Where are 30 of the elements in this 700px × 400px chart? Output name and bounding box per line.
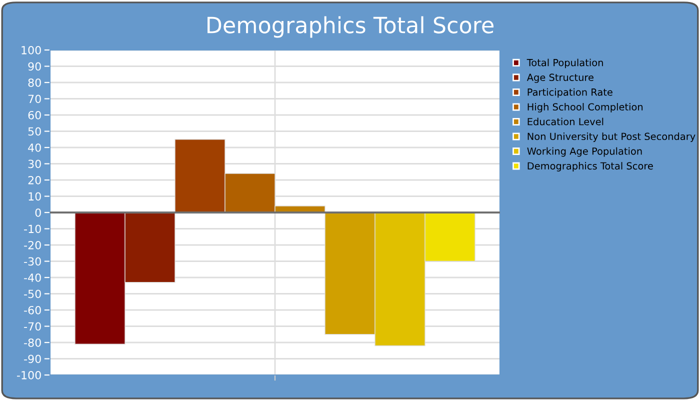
legend-label: Total Population	[526, 58, 603, 68]
y-tick-label: -10	[24, 224, 41, 234]
legend-label: Age Structure	[526, 74, 594, 83]
y-tick-label: 70	[28, 94, 41, 104]
y-tick-label: 50	[28, 127, 41, 136]
legend-label: Non University but Post Secondary	[528, 132, 696, 142]
y-tick-label: 40	[28, 143, 41, 152]
legend-label: High School Completion	[528, 103, 643, 112]
y-tick-label: 100	[22, 46, 41, 54]
y-tick-label: -80	[24, 338, 41, 347]
y-tick-label: -100	[16, 370, 41, 380]
legend-label: Working Age Population	[527, 147, 642, 157]
y-tick-label: -90	[24, 354, 41, 364]
y-tick-label: -20	[24, 240, 41, 250]
chart-title: Demographics Total Score	[208, 16, 494, 38]
y-tick-label: -50	[24, 290, 41, 298]
legend-label: Education Level	[528, 118, 604, 126]
legend-label: Participation Rate	[528, 88, 612, 98]
y-tick-label: 20	[28, 176, 41, 184]
y-tick-label: 90	[28, 62, 41, 71]
y-tick-label: -40	[24, 273, 41, 282]
y-tick-label: 10	[28, 192, 41, 201]
y-tick-label: 80	[28, 78, 41, 87]
y-tick-label: 0	[35, 208, 41, 217]
y-tick-label: 30	[28, 160, 41, 168]
y-tick-label: -60	[24, 306, 41, 314]
y-tick-label: 60	[28, 110, 41, 120]
y-tick-label: -30	[24, 257, 41, 266]
y-tick-label: -70	[24, 322, 41, 331]
legend-label: Demographics Total Score	[528, 162, 653, 172]
